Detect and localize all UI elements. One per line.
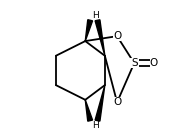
Text: S: S	[131, 58, 137, 68]
Polygon shape	[95, 20, 105, 56]
Polygon shape	[95, 85, 105, 121]
Text: H: H	[92, 121, 98, 130]
Polygon shape	[85, 20, 93, 41]
Bar	[113, 31, 121, 41]
Bar	[113, 97, 121, 107]
Text: H: H	[92, 11, 98, 20]
Bar	[150, 58, 158, 68]
Text: O: O	[113, 97, 121, 107]
Bar	[130, 58, 139, 68]
Text: O: O	[150, 58, 158, 68]
Text: O: O	[113, 31, 121, 41]
Polygon shape	[85, 100, 93, 121]
